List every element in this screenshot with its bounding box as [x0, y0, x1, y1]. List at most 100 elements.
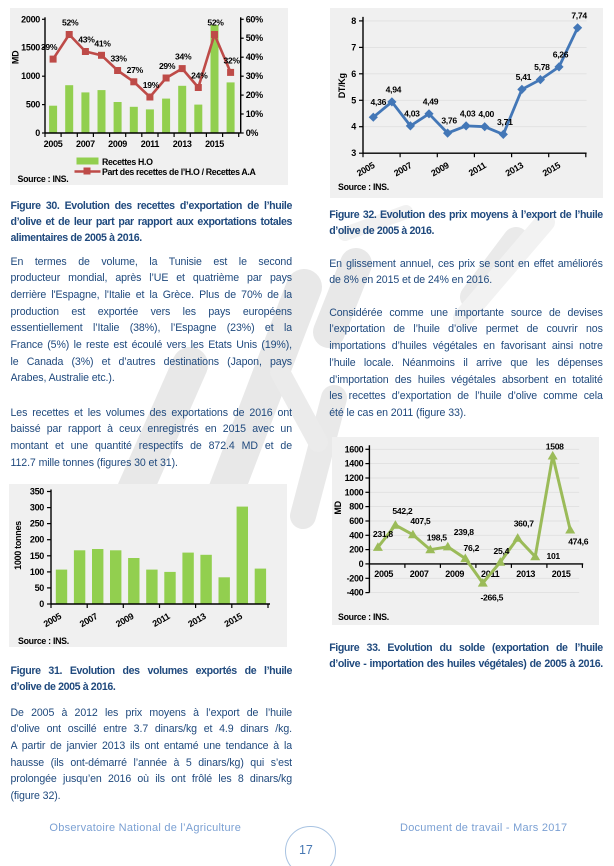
svg-text:150: 150: [30, 551, 44, 561]
svg-text:1000: 1000: [21, 71, 40, 81]
svg-text:1000 tonnes: 1000 tonnes: [13, 521, 23, 570]
svg-text:4,03: 4,03: [460, 108, 476, 118]
svg-text:2013: 2013: [186, 611, 208, 629]
svg-text:2015: 2015: [552, 569, 571, 579]
svg-text:2015: 2015: [541, 160, 563, 178]
svg-text:2009: 2009: [445, 569, 464, 579]
svg-text:2005: 2005: [44, 139, 63, 149]
svg-text:34%: 34%: [175, 52, 192, 62]
svg-text:198,5: 198,5: [427, 533, 448, 543]
svg-text:2013: 2013: [504, 160, 526, 178]
svg-text:27%: 27%: [127, 65, 144, 75]
svg-text:39%: 39%: [41, 42, 58, 52]
svg-text:2009: 2009: [429, 160, 451, 178]
svg-text:2013: 2013: [516, 569, 535, 579]
svg-text:2005: 2005: [355, 160, 377, 178]
svg-text:1600: 1600: [345, 444, 364, 454]
svg-text:-266,5: -266,5: [481, 593, 504, 603]
svg-text:101: 101: [546, 551, 560, 561]
svg-text:600: 600: [349, 516, 363, 526]
svg-text:2009: 2009: [114, 611, 136, 629]
svg-text:7,74: 7,74: [571, 10, 587, 20]
svg-text:4,94: 4,94: [386, 84, 402, 94]
svg-text:2007: 2007: [76, 139, 95, 149]
svg-text:-400: -400: [347, 588, 364, 598]
svg-text:231,8: 231,8: [373, 529, 394, 539]
svg-text:300: 300: [30, 503, 44, 513]
svg-text:43%: 43%: [78, 35, 95, 45]
svg-text:Source : INS.: Source : INS.: [18, 636, 69, 646]
svg-text:2007: 2007: [78, 611, 100, 629]
svg-text:32%: 32%: [223, 55, 240, 65]
svg-text:200: 200: [349, 545, 363, 555]
svg-text:2011: 2011: [467, 160, 488, 178]
svg-text:2000: 2000: [21, 14, 40, 24]
svg-text:1500: 1500: [21, 43, 40, 53]
svg-text:Source : INS.: Source : INS.: [18, 174, 69, 184]
svg-text:50%: 50%: [246, 33, 263, 43]
svg-text:4,03: 4,03: [404, 108, 420, 118]
svg-text:50: 50: [35, 583, 45, 593]
svg-text:2007: 2007: [410, 569, 429, 579]
svg-text:2007: 2007: [392, 160, 414, 178]
svg-text:239,8: 239,8: [454, 527, 475, 537]
svg-text:10%: 10%: [246, 109, 263, 119]
svg-text:29%: 29%: [159, 61, 176, 71]
svg-text:33%: 33%: [110, 54, 127, 64]
svg-text:Source : INS.: Source : INS.: [338, 182, 389, 192]
svg-text:41%: 41%: [94, 38, 111, 48]
svg-text:3,76: 3,76: [441, 116, 457, 126]
svg-text:52%: 52%: [62, 18, 79, 28]
svg-text:0: 0: [35, 128, 40, 138]
svg-text:2015: 2015: [205, 139, 224, 149]
svg-text:100: 100: [30, 567, 44, 577]
svg-text:474,6: 474,6: [568, 536, 589, 546]
svg-text:500: 500: [26, 100, 40, 110]
svg-text:Recettes H.O: Recettes H.O: [102, 157, 153, 167]
svg-text:MD: MD: [10, 50, 20, 64]
svg-text:400: 400: [349, 530, 363, 540]
svg-text:40%: 40%: [246, 52, 263, 62]
svg-text:5,41: 5,41: [516, 72, 532, 82]
svg-text:76,2: 76,2: [464, 543, 480, 553]
svg-text:2005: 2005: [42, 611, 64, 629]
svg-text:6: 6: [351, 69, 356, 79]
svg-text:5: 5: [351, 95, 356, 105]
svg-text:25,4: 25,4: [494, 546, 510, 556]
svg-text:4,36: 4,36: [371, 97, 387, 107]
svg-text:20%: 20%: [246, 90, 263, 100]
svg-text:3,71: 3,71: [497, 117, 513, 127]
svg-text:MD: MD: [333, 500, 343, 514]
svg-text:24%: 24%: [191, 71, 208, 81]
svg-text:2005: 2005: [374, 569, 393, 579]
svg-text:4,49: 4,49: [423, 96, 439, 106]
svg-text:0: 0: [359, 559, 364, 569]
svg-text:Source : INS.: Source : INS.: [338, 612, 389, 622]
svg-text:1000: 1000: [345, 487, 364, 497]
svg-text:4: 4: [351, 122, 356, 132]
svg-text:2011: 2011: [141, 139, 160, 149]
svg-text:350: 350: [30, 487, 44, 497]
svg-text:200: 200: [30, 535, 44, 545]
svg-text:52%: 52%: [207, 18, 224, 28]
svg-text:2013: 2013: [173, 139, 192, 149]
svg-text:-200: -200: [347, 573, 364, 583]
svg-text:0: 0: [39, 599, 44, 609]
svg-text:19%: 19%: [143, 80, 160, 90]
svg-text:2015: 2015: [222, 611, 244, 629]
svg-text:1508: 1508: [546, 441, 564, 451]
svg-text:250: 250: [30, 519, 44, 529]
svg-text:5,78: 5,78: [534, 62, 550, 72]
svg-text:8: 8: [351, 16, 356, 26]
svg-text:360,7: 360,7: [514, 519, 535, 529]
svg-text:DT/Kg: DT/Kg: [337, 73, 347, 98]
svg-text:800: 800: [349, 502, 363, 512]
svg-text:2011: 2011: [151, 611, 172, 629]
svg-text:60%: 60%: [246, 14, 263, 24]
svg-text:1400: 1400: [345, 459, 364, 469]
svg-text:6,26: 6,26: [553, 49, 569, 59]
svg-text:3: 3: [351, 148, 356, 158]
svg-text:1200: 1200: [345, 473, 364, 483]
svg-text:7: 7: [351, 42, 356, 52]
svg-text:0%: 0%: [246, 128, 259, 138]
